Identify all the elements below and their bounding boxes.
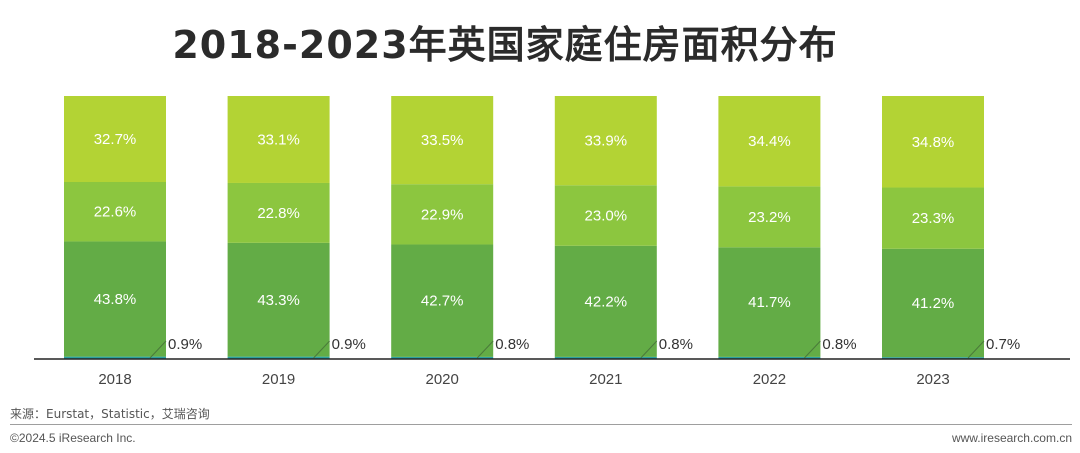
data-label-base-2022: 0.8% — [822, 336, 856, 353]
leader-line-2023 — [967, 340, 985, 359]
bar-lower-2023 — [882, 248, 984, 358]
data-label-top-2023: 34.8% — [912, 134, 955, 151]
bar-top-2020 — [391, 96, 494, 185]
bar-middle-2018 — [64, 182, 166, 242]
page-title: 2018-2023年英国家庭住房面积分布 — [172, 23, 838, 67]
data-label-top-2019: 33.1% — [257, 131, 300, 148]
data-label-lower-2019: 43.3% — [257, 292, 300, 309]
data-label-lower-2020: 42.7% — [421, 293, 464, 310]
bar-middle-2021 — [554, 185, 657, 246]
data-label-base-2020: 0.8% — [495, 336, 529, 353]
data-label-middle-2018: 22.6% — [94, 204, 137, 221]
bar-base-2019 — [227, 356, 330, 359]
data-label-base-2023: 0.7% — [986, 336, 1020, 353]
bar-top-2022 — [718, 96, 821, 187]
bar-top-2023 — [882, 96, 984, 188]
website-link[interactable]: www.iresearch.com.cn — [951, 431, 1072, 445]
bar-middle-2019 — [227, 182, 330, 243]
bar-lower-2021 — [554, 245, 657, 357]
data-label-top-2022: 34.4% — [748, 133, 791, 150]
bar-middle-2022 — [718, 186, 821, 248]
copyright-text: ©2024.5 iResearch Inc. — [10, 431, 136, 445]
leader-line-2020 — [476, 340, 494, 359]
bar-lower-2018 — [64, 241, 166, 357]
data-label-lower-2018: 43.8% — [94, 291, 137, 308]
leader-line-2019 — [313, 340, 330, 359]
data-label-base-2018: 0.9% — [168, 336, 202, 353]
bar-base-2020 — [391, 356, 494, 359]
data-label-middle-2023: 23.3% — [912, 210, 955, 227]
data-label-middle-2019: 22.8% — [257, 205, 300, 222]
bar-lower-2022 — [718, 247, 821, 357]
data-label-lower-2023: 41.2% — [912, 295, 955, 312]
leader-line-2022 — [804, 340, 821, 359]
data-label-top-2020: 33.5% — [421, 132, 464, 149]
bar-lower-2019 — [227, 242, 330, 357]
source-note: 来源：Eurstat，Statistic，艾瑞咨询 — [10, 407, 210, 421]
data-label-lower-2022: 41.7% — [748, 294, 791, 311]
bar-middle-2020 — [391, 184, 494, 245]
bar-base-2022 — [718, 356, 821, 359]
bar-middle-2023 — [882, 187, 984, 249]
x-tick-label-2022: 2022 — [753, 371, 786, 388]
x-tick-label-2019: 2019 — [262, 371, 295, 388]
stacked-bar-chart: 43.8% 22.6% 32.7% 0.9% 43.3% 22.8% 33.1% 0.9% 42… — [34, 96, 1070, 388]
leader-line-2021 — [640, 340, 658, 359]
bar-base-2023 — [882, 357, 984, 359]
bar-group: 43.8% 22.6% 32.7% 0.9% 43.3% 22.8% 33.1% 0.9% 42… — [64, 96, 1020, 359]
bar-base-2021 — [554, 356, 657, 359]
data-label-middle-2021: 23.0% — [585, 208, 628, 225]
bar-top-2021 — [554, 96, 657, 186]
data-label-lower-2021: 42.2% — [585, 293, 628, 310]
bar-base-2018 — [64, 356, 166, 359]
x-tick-label-2018: 2018 — [98, 371, 131, 388]
x-axis-tick-labels: 2018 2019 2020 2021 2022 2023 — [98, 371, 949, 388]
bar-lower-2020 — [391, 244, 494, 357]
leader-line-2018 — [149, 340, 167, 359]
data-label-top-2021: 33.9% — [585, 133, 628, 150]
data-label-base-2021: 0.8% — [659, 336, 693, 353]
footer-divider — [10, 424, 1072, 425]
x-tick-label-2020: 2020 — [426, 371, 459, 388]
x-tick-label-2023: 2023 — [916, 371, 949, 388]
bar-top-2018 — [64, 96, 166, 183]
data-label-top-2018: 32.7% — [94, 131, 137, 148]
data-label-middle-2022: 23.2% — [748, 209, 791, 226]
data-label-middle-2020: 22.9% — [421, 206, 464, 223]
bar-top-2019 — [227, 96, 330, 183]
data-label-base-2019: 0.9% — [332, 336, 366, 353]
x-tick-label-2021: 2021 — [589, 371, 622, 388]
